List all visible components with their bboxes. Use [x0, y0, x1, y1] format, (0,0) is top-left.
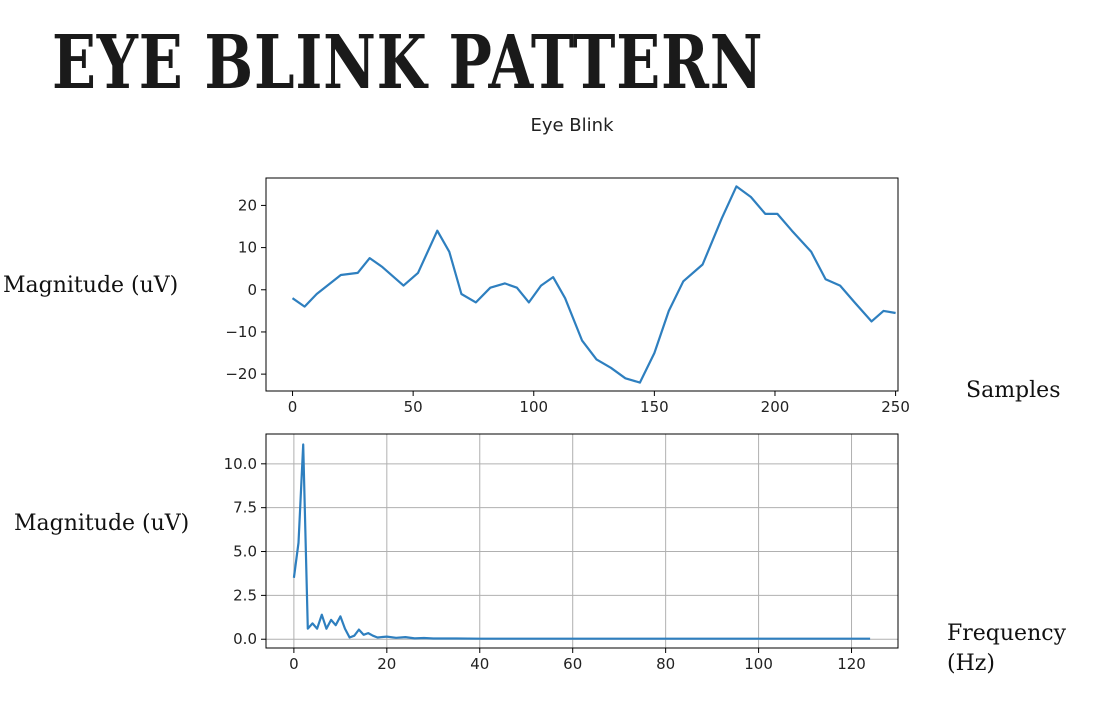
- top-chart-ytick-label-1: −10: [225, 323, 257, 341]
- top-chart-ytick-label-2: 0: [247, 281, 257, 299]
- top-chart-xlabel: Samples: [966, 378, 1061, 403]
- top-chart-ylabel: Magnitude (uV): [3, 273, 179, 298]
- top-chart-xtick-label-3: 150: [640, 398, 669, 416]
- top-chart-ytick-label-0: −20: [225, 365, 257, 383]
- bottom-chart-xtick-label-6: 120: [837, 655, 866, 673]
- bottom-chart-ytick-label-0: 0.0: [233, 630, 257, 648]
- slide-title: EYE BLINK PATTERN: [52, 20, 764, 106]
- bottom-chart-frame: [265, 433, 899, 649]
- top-chart-title: Eye Blink: [530, 115, 614, 136]
- top-chart-series-line: [291, 185, 896, 384]
- bottom-chart-xtick-label-1: 20: [377, 655, 396, 673]
- bottom-chart-xlabel: Frequency (Hz): [947, 621, 1066, 676]
- top-chart-xtick-label-4: 200: [761, 398, 790, 416]
- bottom-chart-xtick-label-3: 60: [563, 655, 582, 673]
- bottom-chart-xtick-label-5: 100: [744, 655, 773, 673]
- bottom-chart-xtick-label-0: 0: [289, 655, 299, 673]
- top-chart-xtick-label-5: 250: [881, 398, 910, 416]
- top-chart: 0 50 100 150 200 250 −20 −10 0 10 20: [225, 177, 910, 416]
- top-chart-frame: [265, 177, 899, 392]
- top-chart-xtick-label-1: 50: [404, 398, 423, 416]
- bottom-chart-ytick-label-1: 2.5: [233, 586, 257, 604]
- bottom-chart-ytick-label-2: 5.0: [233, 543, 257, 561]
- bottom-chart-ylabel: Magnitude (uV): [14, 511, 190, 536]
- top-chart-xtick-label-2: 100: [519, 398, 548, 416]
- bottom-chart-xtick-label-2: 40: [470, 655, 489, 673]
- bottom-chart-xtick-label-4: 80: [656, 655, 675, 673]
- top-chart-ytick-label-3: 10: [238, 239, 257, 257]
- bottom-chart: 0 20 40 60 80 100 120 0.0 2.5 5.0 7.5 10.0: [224, 433, 899, 673]
- bottom-chart-series-line: [292, 443, 871, 640]
- bottom-chart-ytick-label-3: 7.5: [233, 499, 257, 517]
- bottom-chart-ytick-label-4: 10.0: [224, 455, 257, 473]
- top-chart-xtick-label-0: 0: [288, 398, 298, 416]
- top-chart-ytick-label-4: 20: [238, 196, 257, 214]
